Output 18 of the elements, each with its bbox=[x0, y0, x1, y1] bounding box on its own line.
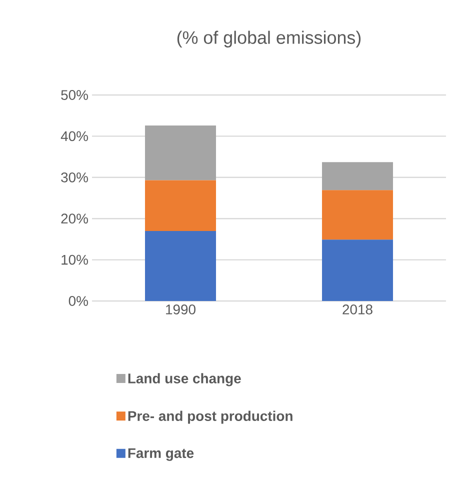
bar bbox=[145, 230, 216, 301]
chart-title: (% of global emissions) bbox=[177, 30, 361, 48]
bar bbox=[145, 125, 216, 180]
y-tick-label: 50% bbox=[61, 90, 88, 100]
bar bbox=[322, 240, 394, 301]
bar bbox=[145, 180, 216, 231]
legend-label: Farm gate bbox=[128, 448, 194, 461]
bar bbox=[322, 162, 394, 190]
legend-label: Pre- and post production bbox=[128, 410, 292, 424]
x-tick-label: 2018 bbox=[342, 304, 372, 314]
x-tick-label: 1990 bbox=[166, 304, 196, 314]
legend-label: Land use change bbox=[128, 373, 241, 386]
y-tick-label: 30% bbox=[61, 172, 88, 182]
y-tick-label: 0% bbox=[68, 296, 88, 306]
y-tick-label: 20% bbox=[61, 214, 88, 224]
y-tick-label: 10% bbox=[62, 254, 88, 265]
y-tick-label: 40% bbox=[60, 131, 88, 142]
bar bbox=[322, 190, 394, 240]
